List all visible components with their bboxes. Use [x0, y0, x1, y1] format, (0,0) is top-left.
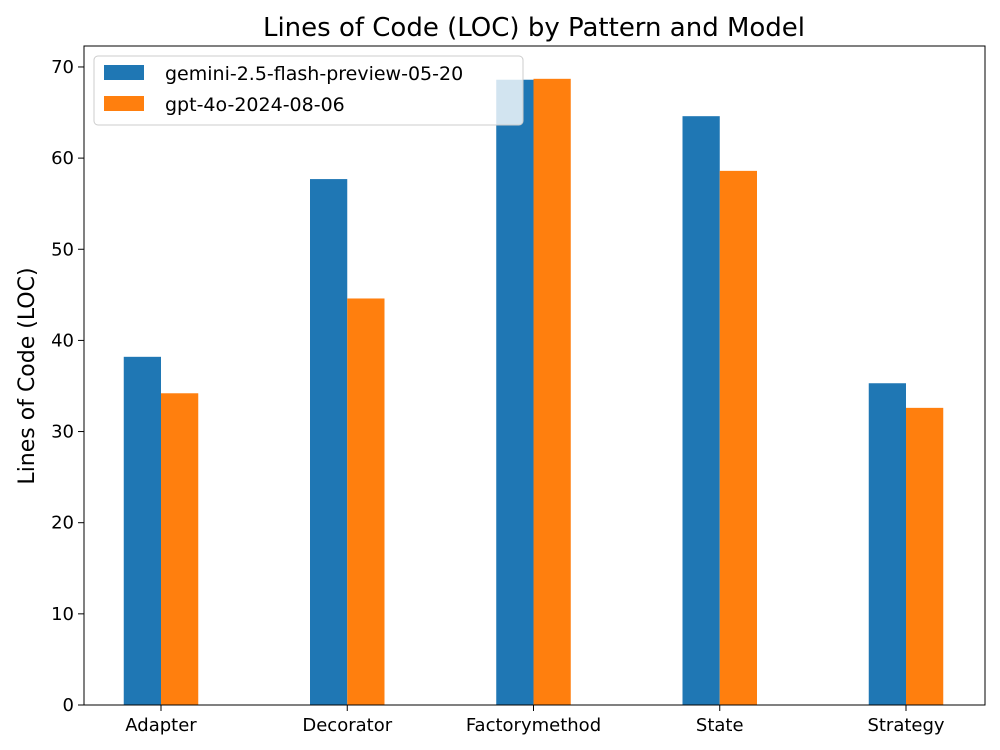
bar-adapter-series-2 — [161, 393, 199, 705]
y-tick-label: 20 — [51, 513, 74, 534]
y-tick-label: 0 — [63, 695, 74, 716]
legend-label: gpt-4o-2024-08-06 — [165, 94, 345, 116]
legend-box — [93, 55, 524, 126]
y-tick-label: 30 — [51, 422, 74, 443]
bar-decorator-series-2 — [347, 298, 385, 705]
bar-strategy-series-1 — [868, 383, 906, 705]
y-tick-label: 50 — [51, 239, 74, 260]
x-tick-label: Factorymethod — [466, 715, 601, 736]
y-axis-ticks: 0 10 20 30 40 50 60 70 — [51, 57, 84, 716]
bars-group — [123, 78, 944, 706]
bar-factorymethod-series-2 — [533, 78, 571, 705]
plot-frame — [83, 45, 986, 706]
legend-swatch — [104, 96, 144, 111]
x-axis-ticks: Adapter Decorator Factorymethod State Strate… — [125, 705, 945, 736]
bar-factorymethod-series-1 — [496, 79, 534, 706]
bar-state-series-1 — [682, 116, 720, 705]
bar-decorator-series-1 — [310, 179, 348, 706]
legend-label: gemini-2.5-flash-preview-05-20 — [165, 63, 463, 85]
bar-state-series-2 — [719, 170, 757, 706]
legend-swatch — [104, 65, 144, 80]
x-tick-label: Decorator — [302, 715, 392, 736]
y-tick-label: 10 — [51, 604, 74, 625]
x-tick-label: Adapter — [125, 715, 197, 736]
bar-strategy-series-2 — [906, 407, 944, 705]
y-tick-label: 70 — [51, 57, 74, 78]
legend[interactable]: gemini-2.5-flash-preview-05-20 gpt-4o-202… — [93, 55, 524, 126]
bar-adapter-series-1 — [123, 356, 161, 705]
chart-title: Lines of Code (LOC) by Pattern and Model — [263, 13, 805, 43]
x-tick-label: State — [696, 715, 744, 736]
y-tick-label: 60 — [51, 148, 74, 169]
y-tick-label: 40 — [51, 330, 74, 351]
y-axis-label: Lines of Code (LOC) — [15, 267, 40, 484]
x-tick-label: Strategy — [867, 715, 944, 736]
